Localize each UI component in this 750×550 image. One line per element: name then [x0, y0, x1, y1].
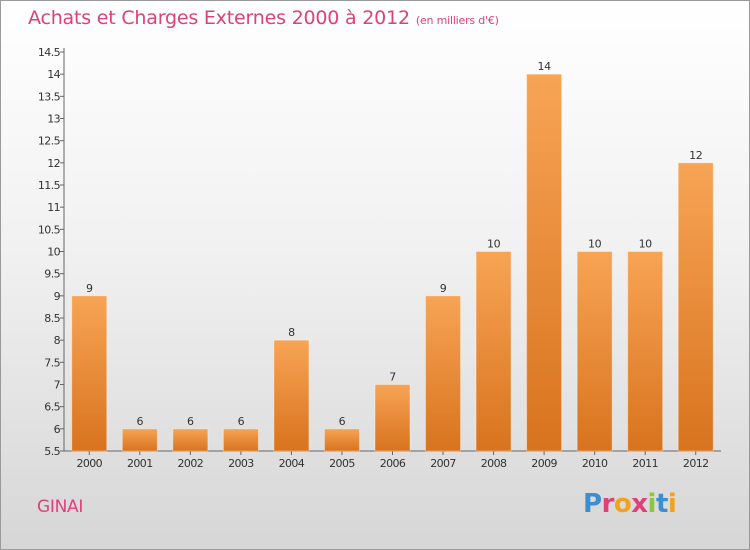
- y-tick-label: 11: [47, 201, 60, 214]
- data-label: 10: [487, 238, 501, 251]
- y-tick-label: 7: [54, 379, 61, 392]
- chart-bars: [71, 73, 714, 452]
- data-label: 9: [440, 282, 447, 295]
- x-tick-label: 2006: [380, 457, 406, 470]
- bar-2011: [627, 251, 664, 452]
- data-label: 8: [288, 326, 295, 339]
- y-tick-label: 5.5: [44, 445, 60, 458]
- y-tick-label: 13: [47, 113, 60, 126]
- bar-2001: [121, 428, 158, 452]
- bar-2004: [273, 339, 310, 452]
- y-tick-label: 13.5: [38, 90, 61, 103]
- town-name: GINAI: [37, 497, 84, 517]
- x-tick-label: 2012: [683, 457, 709, 470]
- bar-2005: [323, 428, 360, 452]
- logo-letter: x: [631, 489, 648, 519]
- data-label: 6: [238, 415, 245, 428]
- x-tick-label: 2001: [127, 457, 153, 470]
- y-tick-label: 14: [47, 68, 60, 81]
- chart-subtitle: (en milliers d'€): [415, 14, 499, 27]
- x-tick-label: 2003: [228, 457, 254, 470]
- proxiti-logo: Proxiti: [583, 489, 677, 519]
- data-label: 6: [339, 415, 346, 428]
- y-tick-label: 12: [47, 157, 60, 170]
- chart-title: Achats et Charges Externes 2000 à 2012 (e…: [28, 7, 499, 29]
- logo-letter: i: [647, 489, 657, 519]
- y-tick-label: 12.5: [38, 135, 61, 148]
- y-tick-label: 8.5: [44, 312, 60, 325]
- x-tick-label: 2007: [430, 457, 456, 470]
- y-tick-label: 10: [47, 246, 60, 259]
- y-tick-label: 8: [54, 334, 61, 347]
- data-label: 6: [187, 415, 194, 428]
- data-label: 9: [86, 282, 93, 295]
- x-tick-label: 2000: [76, 457, 102, 470]
- y-tick-label: 9: [54, 290, 61, 303]
- y-tick-label: 7.5: [44, 356, 60, 369]
- data-label: 10: [639, 238, 653, 251]
- data-label: 14: [538, 60, 552, 73]
- y-tick-label: 6.5: [44, 401, 60, 414]
- x-tick-label: 2005: [329, 457, 355, 470]
- bar-2000: [71, 295, 108, 452]
- bar-2009: [526, 73, 563, 452]
- x-tick-label: 2010: [582, 457, 608, 470]
- logo-letter: P: [583, 489, 602, 519]
- chart-title-text: Achats et Charges Externes 2000 à 2012: [28, 7, 410, 29]
- x-tick-label: 2009: [531, 457, 557, 470]
- bar-2007: [425, 295, 462, 452]
- chart-labels: 2000 9 2001 6 2002 6 2003 6 2004 8 2005 6 2006 7 2007 9…: [76, 60, 709, 470]
- logo-letter: r: [601, 489, 615, 519]
- data-label: 12: [689, 149, 702, 162]
- data-label: 10: [588, 238, 602, 251]
- y-tick-label: 14.5: [38, 46, 61, 59]
- y-tick-label: 9.5: [44, 268, 60, 281]
- x-tick-label: 2004: [279, 457, 305, 470]
- y-tick-label: 10.5: [38, 223, 61, 236]
- x-tick-label: 2008: [481, 457, 507, 470]
- bar-2010: [576, 251, 613, 452]
- y-tick-label: 11.5: [38, 179, 61, 192]
- x-tick-label: 2002: [178, 457, 204, 470]
- logo-letter: o: [613, 489, 632, 519]
- bar-2008: [475, 251, 512, 452]
- x-tick-label: 2011: [632, 457, 658, 470]
- bar-2002: [172, 428, 209, 452]
- data-label: 7: [389, 371, 396, 384]
- data-label: 6: [137, 415, 144, 428]
- bar-2006: [374, 384, 411, 452]
- logo-letter: t: [655, 489, 668, 519]
- y-tick-label: 6: [54, 423, 61, 436]
- bar-2012: [677, 162, 714, 452]
- bar-2003: [222, 428, 259, 452]
- logo-letter: i: [667, 489, 677, 519]
